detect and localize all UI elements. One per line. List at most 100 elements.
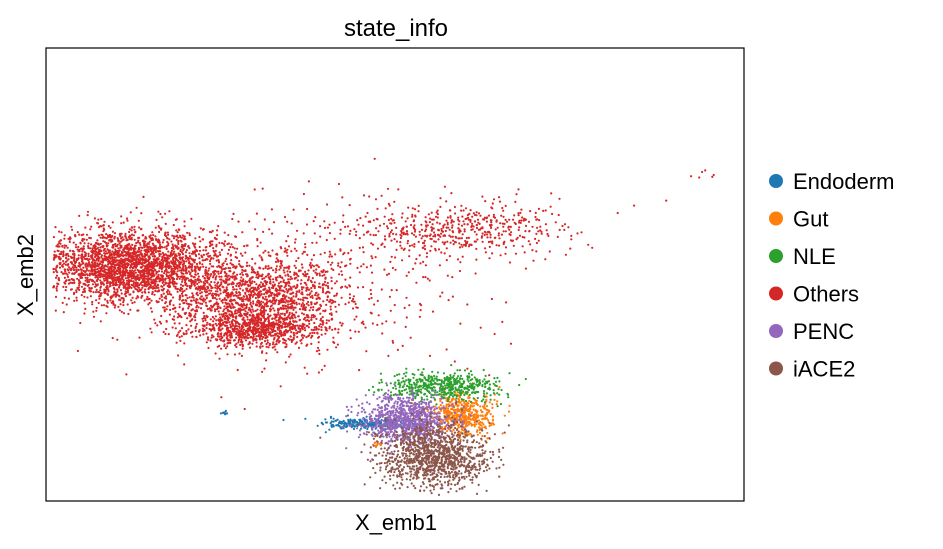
data-point bbox=[70, 256, 73, 260]
data-point bbox=[230, 243, 233, 246]
data-point bbox=[158, 250, 161, 253]
data-point bbox=[177, 264, 180, 267]
data-point bbox=[480, 424, 483, 427]
data-point bbox=[126, 263, 129, 266]
data-point bbox=[220, 275, 223, 278]
data-point bbox=[451, 376, 454, 379]
data-point bbox=[438, 406, 441, 409]
data-point bbox=[464, 399, 468, 403]
data-point bbox=[82, 233, 85, 236]
data-point bbox=[97, 265, 100, 268]
data-point bbox=[460, 403, 463, 406]
data-point bbox=[98, 250, 101, 253]
data-point bbox=[152, 233, 155, 237]
data-point bbox=[471, 402, 474, 405]
data-point bbox=[346, 414, 349, 417]
data-point bbox=[481, 414, 484, 417]
data-point bbox=[272, 281, 275, 284]
data-point bbox=[322, 309, 325, 312]
data-point bbox=[104, 252, 107, 255]
data-point bbox=[237, 220, 240, 223]
data-point bbox=[213, 281, 216, 284]
data-point bbox=[182, 302, 185, 305]
data-point bbox=[453, 372, 456, 375]
data-point bbox=[144, 288, 147, 291]
data-point bbox=[313, 321, 316, 325]
data-point bbox=[70, 277, 73, 281]
data-point bbox=[72, 241, 75, 244]
data-point bbox=[140, 249, 143, 252]
data-point bbox=[491, 406, 494, 409]
data-point bbox=[201, 302, 204, 305]
data-point bbox=[212, 247, 215, 250]
data-point bbox=[274, 276, 277, 279]
data-point bbox=[213, 272, 216, 276]
data-point bbox=[232, 272, 235, 275]
data-point bbox=[205, 296, 208, 300]
data-point bbox=[241, 271, 244, 274]
data-point bbox=[454, 378, 458, 381]
data-point bbox=[75, 299, 78, 302]
data-point bbox=[81, 239, 84, 242]
data-point bbox=[460, 386, 463, 389]
data-point bbox=[175, 238, 178, 241]
data-point bbox=[207, 252, 210, 255]
data-point bbox=[314, 292, 317, 295]
data-point bbox=[459, 438, 462, 441]
data-point bbox=[77, 273, 81, 276]
data-point bbox=[381, 332, 384, 335]
data-point bbox=[475, 423, 478, 426]
data-point bbox=[484, 385, 487, 388]
data-point bbox=[181, 287, 184, 290]
data-point bbox=[148, 235, 151, 239]
data-point bbox=[429, 387, 432, 390]
data-point bbox=[99, 246, 102, 249]
data-point bbox=[446, 419, 449, 422]
data-point bbox=[120, 310, 123, 313]
data-point bbox=[129, 273, 132, 276]
data-point bbox=[209, 242, 212, 245]
data-point bbox=[405, 371, 408, 374]
data-point bbox=[492, 423, 496, 426]
data-point bbox=[171, 243, 174, 246]
data-point bbox=[309, 292, 312, 295]
data-point bbox=[154, 251, 157, 254]
data-point bbox=[198, 235, 201, 239]
data-point bbox=[189, 271, 192, 274]
data-point bbox=[416, 386, 419, 389]
data-point bbox=[210, 309, 213, 312]
data-point bbox=[250, 304, 253, 307]
data-point bbox=[155, 218, 158, 221]
data-point bbox=[296, 284, 299, 288]
data-point bbox=[101, 234, 104, 237]
data-point bbox=[143, 277, 146, 280]
data-point bbox=[401, 389, 404, 393]
data-point bbox=[104, 298, 107, 301]
data-point bbox=[440, 395, 443, 398]
data-point bbox=[191, 292, 194, 295]
data-point bbox=[139, 266, 142, 269]
data-point bbox=[201, 238, 204, 241]
data-point bbox=[223, 270, 226, 274]
data-point bbox=[463, 369, 467, 372]
data-point bbox=[66, 253, 69, 256]
data-point bbox=[236, 247, 239, 250]
data-point bbox=[84, 307, 87, 310]
data-point bbox=[307, 269, 310, 272]
data-point bbox=[114, 245, 117, 248]
data-point bbox=[60, 252, 63, 255]
data-point bbox=[65, 303, 68, 306]
data-point bbox=[186, 277, 189, 280]
data-point bbox=[160, 293, 163, 297]
data-point bbox=[389, 391, 393, 394]
data-point bbox=[458, 401, 461, 404]
data-point bbox=[420, 388, 423, 391]
data-point bbox=[377, 389, 380, 392]
data-point bbox=[440, 379, 443, 382]
data-point bbox=[87, 246, 90, 250]
data-point bbox=[203, 277, 206, 280]
data-point bbox=[425, 386, 428, 389]
data-point bbox=[287, 278, 290, 281]
data-point bbox=[388, 295, 391, 298]
data-point bbox=[122, 221, 125, 224]
